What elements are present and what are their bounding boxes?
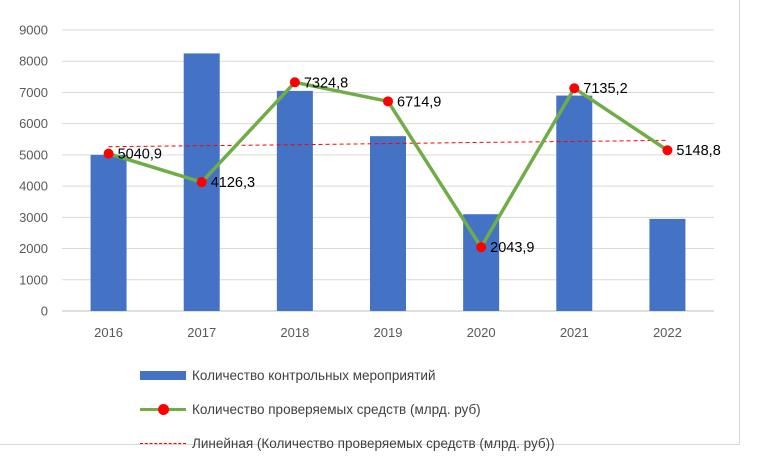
x-tick-label: 2022 bbox=[653, 325, 682, 340]
y-tick-label: 7000 bbox=[19, 85, 48, 100]
bar bbox=[276, 90, 313, 311]
data-label: 7324,8 bbox=[304, 75, 348, 91]
x-tick-label: 2017 bbox=[187, 325, 216, 340]
x-tick-label: 2019 bbox=[374, 325, 403, 340]
bar bbox=[90, 154, 127, 311]
x-tick-label: 2018 bbox=[280, 325, 309, 340]
data-point bbox=[476, 242, 487, 253]
legend-swatch-marker bbox=[158, 404, 169, 415]
legend-item-line: Количество проверяемых средств (млрд. ру… bbox=[140, 392, 700, 426]
legend-swatch-bar bbox=[140, 371, 186, 380]
y-tick-label: 1000 bbox=[19, 272, 48, 287]
data-point bbox=[383, 96, 393, 107]
chart: 0 1000 2000 3000 4000 5000 6000 7000 8000 9000 201… bbox=[19, 23, 721, 341]
data-label: 6714,9 bbox=[397, 94, 441, 110]
legend-label-trendline: Линейная (Количество проверяемых средств… bbox=[192, 435, 555, 451]
legend-item-trendline: Линейная (Количество проверяемых средств… bbox=[140, 426, 700, 460]
x-tick-label: 2016 bbox=[94, 325, 123, 340]
data-point bbox=[662, 145, 673, 156]
x-tick-label: 2020 bbox=[467, 325, 496, 340]
y-tick-label: 5000 bbox=[19, 147, 48, 162]
data-point bbox=[569, 83, 580, 94]
data-label: 5040,9 bbox=[118, 147, 162, 163]
data-label: 5148,8 bbox=[676, 143, 720, 159]
y-tick-label: 6000 bbox=[19, 116, 48, 131]
x-tick-label: 2021 bbox=[560, 325, 589, 340]
chart-frame bbox=[0, 0, 740, 445]
legend-label-line: Количество проверяемых средств (млрд. ру… bbox=[192, 401, 481, 417]
y-tick-label: 8000 bbox=[19, 54, 48, 69]
bar bbox=[370, 136, 406, 311]
data-label: 4126,3 bbox=[211, 175, 255, 191]
y-tick-label: 4000 bbox=[19, 179, 48, 194]
y-tick-label: 9000 bbox=[19, 23, 48, 38]
legend-item-bars: Количество контрольных мероприятий bbox=[140, 358, 700, 392]
bar bbox=[649, 218, 686, 311]
bar bbox=[556, 95, 593, 311]
legend-swatch-trendline bbox=[140, 443, 186, 444]
data-point bbox=[196, 177, 207, 188]
y-tick-label: 3000 bbox=[19, 210, 48, 225]
legend-label-bars: Количество контрольных мероприятий bbox=[192, 367, 436, 383]
data-label: 2043,9 bbox=[490, 240, 534, 256]
trendline bbox=[108, 139, 668, 148]
data-point bbox=[103, 148, 114, 159]
data-label: 7135,2 bbox=[583, 81, 627, 97]
y-tick-label: 0 bbox=[41, 304, 48, 319]
data-point bbox=[289, 77, 300, 88]
legend: Количество контрольных мероприятий Колич… bbox=[140, 358, 700, 460]
y-tick-label: 2000 bbox=[19, 241, 48, 256]
